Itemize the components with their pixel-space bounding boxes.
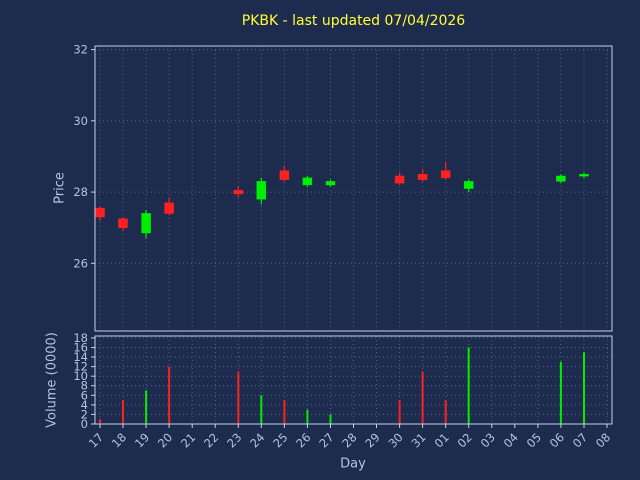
day-tick-label: 23 — [224, 430, 244, 450]
day-tick-label: 30 — [385, 430, 405, 450]
volume-tick-label: 0 — [81, 417, 88, 431]
chart-title: PKBK - last updated 07/04/2026 — [241, 13, 466, 29]
day-tick-label: 08 — [593, 430, 613, 450]
volume-tick-label: 8 — [81, 379, 88, 393]
candle-body — [141, 213, 151, 234]
day-tick-label: 29 — [362, 430, 382, 450]
day-tick-label: 20 — [155, 430, 175, 450]
day-tick-label: 21 — [178, 430, 198, 450]
candles — [95, 161, 589, 239]
day-tick-label: 28 — [339, 430, 359, 450]
candle-body — [302, 177, 313, 186]
price-tick-label: 32 — [73, 43, 88, 57]
price-panel-spine — [94, 45, 613, 332]
volume-bar — [145, 390, 148, 424]
volume-bar — [283, 400, 286, 424]
candle-body — [95, 207, 105, 218]
day-tick-label: 02 — [455, 430, 475, 450]
day-tick-label: 07 — [570, 430, 590, 450]
day-tick-label: 04 — [501, 430, 521, 450]
volume-bar — [168, 366, 171, 424]
volume-bar — [99, 419, 101, 424]
price-tick-label: 26 — [73, 256, 88, 270]
price-axis-label: Price — [52, 172, 68, 204]
volume-tick-label: 10 — [73, 369, 88, 383]
day-tick-label: 31 — [408, 430, 428, 450]
candle-body — [556, 175, 566, 182]
volume-bars — [99, 347, 585, 424]
price-tick-label: 28 — [73, 185, 88, 199]
volume-tick-label: 14 — [73, 350, 88, 364]
candle-body — [256, 181, 267, 200]
day-tick-label: 27 — [316, 430, 336, 450]
volume-axis-label: Volume (0000) — [44, 332, 60, 428]
volume-bar — [237, 371, 240, 424]
x-axis-label: Day — [340, 456, 366, 472]
volume-tick-label: 16 — [73, 341, 88, 355]
day-tick-label: 24 — [247, 430, 267, 450]
day-tick-label: 25 — [270, 430, 290, 450]
price-tick-label: 30 — [73, 114, 88, 128]
day-tick-label: 18 — [109, 430, 129, 450]
volume-bar — [122, 400, 124, 424]
volume-bar — [306, 409, 309, 424]
volume-tick-label: 4 — [81, 398, 88, 412]
candle-body — [463, 181, 474, 189]
volume-tick-label: 12 — [73, 360, 88, 374]
candle-body — [440, 170, 451, 179]
day-tick-label: 03 — [478, 430, 498, 450]
volume-tick-label: 18 — [73, 331, 88, 345]
day-tick-label: 22 — [201, 430, 221, 450]
candle-body — [118, 218, 128, 228]
volume-bar — [467, 347, 470, 424]
volume-bar — [559, 361, 562, 424]
volume-bar — [583, 352, 585, 424]
day-tick-label: 19 — [132, 430, 152, 450]
candle-body — [325, 181, 336, 186]
candle-body — [164, 202, 174, 214]
day-tick-label: 05 — [524, 430, 544, 450]
day-tick-label: 17 — [86, 430, 106, 450]
volume-bar — [398, 400, 401, 424]
volume-bar — [329, 414, 332, 424]
volume-tick-label: 2 — [81, 407, 88, 421]
volume-tick-label: 6 — [81, 388, 88, 402]
candle-body — [279, 170, 290, 180]
day-tick-label: 26 — [293, 430, 313, 450]
volume-bar — [421, 371, 424, 424]
day-tick-label: 01 — [432, 430, 452, 450]
day-tick-label: 06 — [547, 430, 567, 450]
candle-body — [417, 174, 428, 180]
candle-body — [579, 174, 589, 177]
grid-lines — [95, 46, 612, 424]
volume-bar — [260, 395, 263, 424]
candle-body — [394, 175, 405, 184]
candle-body — [233, 190, 244, 195]
volume-bar — [444, 400, 447, 424]
